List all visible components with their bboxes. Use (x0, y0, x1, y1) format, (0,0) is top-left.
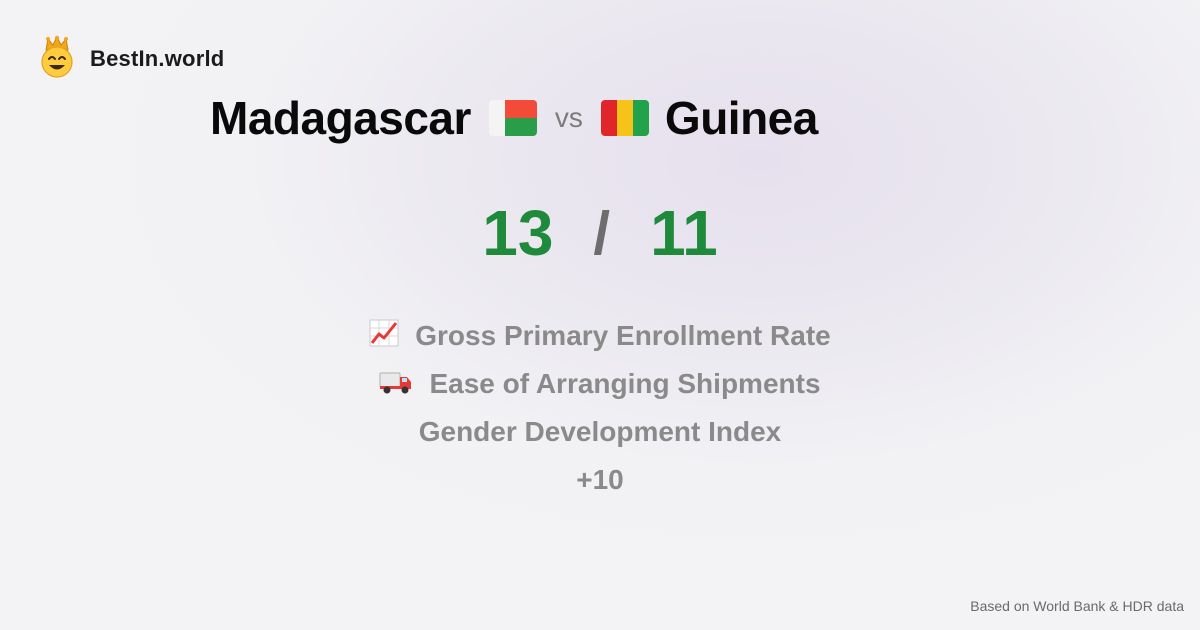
guinea-flag-icon (600, 100, 649, 136)
category-label: Gender Development Index (418, 416, 782, 447)
category-label: Gross Primary Enrollment Rate (415, 320, 831, 351)
delivery-truck-icon (379, 367, 413, 402)
data-source-note: Based on World Bank & HDR data (970, 598, 1184, 614)
category-item: Gender Development Index (419, 408, 782, 456)
category-label: +10 (576, 464, 624, 495)
brand[interactable]: BestIn.world (38, 34, 224, 83)
chart-increasing-icon (369, 319, 399, 354)
left-country-name[interactable]: Madagascar (210, 92, 471, 144)
vs-label: vs (554, 102, 583, 133)
category-label: Ease of Arranging Shipments (429, 368, 821, 399)
brand-name: BestIn.world (90, 45, 225, 71)
right-score: 11 (650, 197, 718, 269)
category-item: Gross Primary Enrollment Rate (369, 312, 831, 360)
madagascar-flag-icon (488, 100, 537, 136)
right-country-name[interactable]: Guinea (664, 92, 818, 144)
score-summary: 13 / 11 (0, 196, 1200, 270)
score-separator: / (593, 199, 611, 267)
comparison-title: Madagascar vs Guinea (210, 88, 818, 148)
category-list: Gross Primary Enrollment Rate Ease of Ar… (0, 312, 1200, 504)
crowned-smiley-icon (38, 34, 76, 83)
category-item: Ease of Arranging Shipments (379, 360, 821, 408)
more-categories-count: +10 (576, 456, 624, 504)
left-score: 13 (482, 197, 554, 269)
